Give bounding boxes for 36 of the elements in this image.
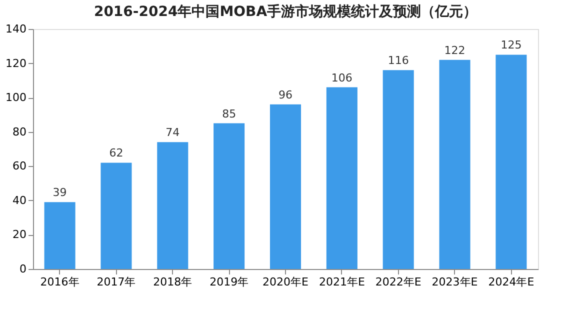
data-label: 62 [109, 146, 124, 160]
bar [44, 202, 76, 269]
bar [270, 104, 302, 269]
data-label: 125 [500, 38, 522, 52]
chart-title: 2016-2024年中国MOBA手游市场规模统计及预测（亿元） [94, 3, 478, 20]
data-label: 122 [444, 44, 466, 57]
x-tick-label: 2021年E [318, 276, 365, 288]
x-tick-label: 2020年E [262, 276, 309, 288]
y-tick-label: 80 [12, 125, 26, 138]
bar [496, 54, 527, 269]
x-tick-label: 2017年 [96, 276, 136, 288]
y-tick-label: 120 [6, 56, 26, 70]
data-label: 116 [388, 54, 409, 68]
bar [157, 142, 188, 269]
bar [326, 87, 358, 269]
bar [100, 162, 132, 269]
x-tick-label: 2016年 [40, 276, 80, 288]
data-label: 85 [222, 107, 236, 120]
data-label: 39 [52, 186, 67, 200]
bar [439, 60, 470, 269]
x-tick-label: 2024年E [488, 276, 534, 288]
x-tick-label: 2022年E [375, 276, 422, 288]
x-tick-label: 2019年 [210, 276, 249, 288]
y-tick-label: 0 [20, 262, 26, 276]
data-label: 74 [166, 126, 180, 140]
y-tick-label: 100 [6, 91, 26, 104]
bar [214, 123, 245, 269]
bar [382, 70, 414, 269]
y-tick-label: 40 [12, 194, 26, 207]
data-label: 106 [331, 71, 352, 84]
y-tick-label: 140 [6, 22, 26, 36]
y-tick-label: 60 [12, 160, 26, 173]
y-tick-label: 20 [12, 228, 26, 242]
data-label: 96 [278, 88, 292, 102]
x-tick-label: 2023年E [432, 276, 478, 288]
x-tick-label: 2018年 [153, 276, 192, 288]
